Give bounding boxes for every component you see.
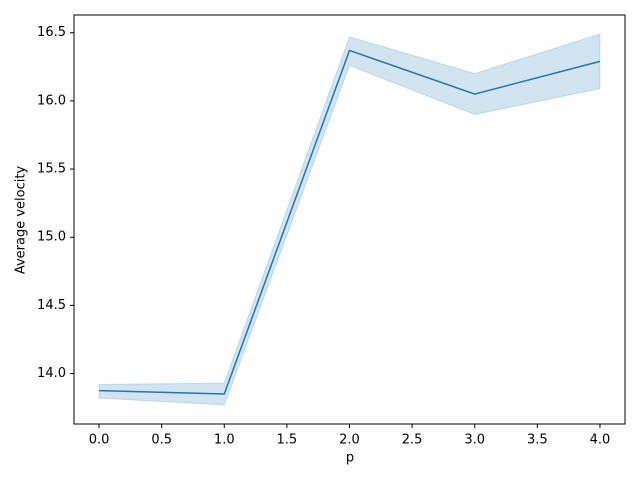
y-tick-label: 16.5 [37, 25, 66, 40]
x-tick-label: 1.5 [277, 433, 298, 448]
x-tick-label: 0.5 [151, 433, 172, 448]
y-axis-label: Average velocity [14, 166, 29, 275]
x-tick-label: 3.5 [527, 433, 548, 448]
x-tick-label: 0.0 [89, 433, 110, 448]
x-tick-label: 4.0 [590, 433, 611, 448]
y-tick-label: 14.5 [37, 298, 66, 313]
y-tick-label: 16.0 [37, 93, 66, 108]
line [99, 49, 601, 395]
y-tick-label: 15.5 [37, 162, 66, 177]
x-tick-label: 3.0 [464, 433, 485, 448]
plot-frame [73, 14, 626, 425]
y-tick-label: 14.0 [37, 366, 66, 381]
confidence-band [98, 33, 601, 406]
x-tick-label: 1.0 [214, 433, 235, 448]
y-tick-label: 15.0 [37, 230, 66, 245]
x-tick-label: 2.0 [339, 433, 360, 448]
x-tick-label: 2.5 [402, 433, 423, 448]
x-axis-label: p [346, 451, 354, 466]
